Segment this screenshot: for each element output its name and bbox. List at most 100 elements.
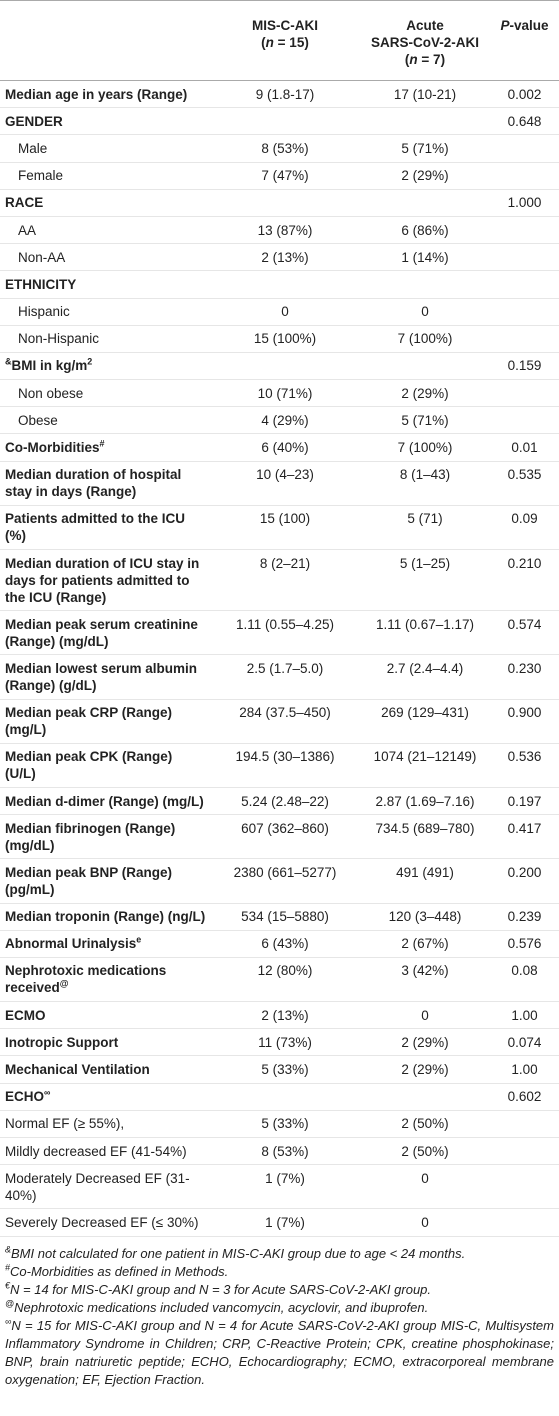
value-cell <box>490 406 559 435</box>
value-cell: 0.09 <box>490 505 559 551</box>
value-cell <box>210 270 360 299</box>
cell-value: 5 (1–25) <box>399 555 451 571</box>
row-label: Non obese <box>0 379 210 408</box>
row-label: Non-Hispanic <box>0 325 210 353</box>
value-cell: 0 <box>360 1164 490 1210</box>
row-label: Co-Morbidities# <box>0 433 210 462</box>
table-row: Patients admitted to the ICU (%) 15 (100)… <box>0 505 559 551</box>
label-text: Moderately Decreased EF (31-40%) <box>5 1170 190 1203</box>
value-cell: 1.00 <box>490 1001 559 1030</box>
value-cell: 1.00 <box>490 1055 559 1084</box>
table-row: Obese 4 (29%) 5 (71%) <box>0 406 559 435</box>
table-row: Median peak CPK (Range) (U/L) 194.5 (30–1… <box>0 743 559 788</box>
data-table: MIS-C-AKI (n = 15) Acute SARS-CoV-2-AKI (n =… <box>0 0 559 1237</box>
row-label: Mechanical Ventilation <box>0 1055 210 1084</box>
value-cell <box>210 107 360 136</box>
value-cell: 0.417 <box>490 814 559 860</box>
value-cell: 0.002 <box>490 80 559 109</box>
cell-value: 1.11 (0.55–4.25) <box>235 616 335 632</box>
table-row: ECMO 2 (13%) 0 1.00 <box>0 1001 559 1030</box>
cell-value: 4 (29%) <box>261 412 309 428</box>
footnote: #Co-Morbidities as defined in Methods. <box>5 1263 554 1281</box>
table-row: Median fibrinogen (Range) (mg/dL) 607 (36… <box>0 814 559 860</box>
table-row: &BMI in kg/m2 0.159 <box>0 352 559 381</box>
table-row: AA 13 (87%) 6 (86%) <box>0 216 559 245</box>
cell-value: 0.074 <box>507 1034 542 1050</box>
table-row: Severely Decreased EF (≤ 30%) 1 (7%) 0 <box>0 1208 559 1237</box>
value-cell: 8 (53%) <box>210 134 360 163</box>
row-label: Mildly decreased EF (41-54%) <box>0 1137 210 1166</box>
row-label: Nephrotoxic medications received@ <box>0 957 210 1003</box>
row-label: Median lowest serum albumin (Range) (g/d… <box>0 654 210 700</box>
cell-value: 0.200 <box>507 864 542 880</box>
table-row: Male 8 (53%) 5 (71%) <box>0 134 559 163</box>
row-label: RACE <box>0 189 210 217</box>
table-row: Inotropic Support 11 (73%) 2 (29%) 0.074 <box>0 1028 559 1057</box>
cell-value: 0 <box>421 304 429 320</box>
cell-value: 2.5 (1.7–5.0) <box>246 660 324 676</box>
cell-value: 269 (129–431) <box>381 705 469 721</box>
row-label: Median duration of hospital stay in days… <box>0 461 210 506</box>
value-cell: 6 (43%) <box>210 930 360 958</box>
header-text: SARS-CoV-2-AKI <box>370 35 479 50</box>
value-cell <box>490 1208 559 1237</box>
table-row: Median peak CRP (Range) (mg/L) 284 (37.5–… <box>0 699 559 744</box>
value-cell <box>490 216 559 245</box>
row-label: GENDER <box>0 107 210 136</box>
label-text: Inotropic Support <box>5 1034 119 1050</box>
value-cell: 2 (67%) <box>360 930 490 958</box>
value-cell: 5 (33%) <box>210 1110 360 1139</box>
row-label: ETHNICITY <box>0 270 210 299</box>
cell-value: 0.576 <box>507 936 542 952</box>
value-cell: 0.900 <box>490 699 559 744</box>
row-label: Severely Decreased EF (≤ 30%) <box>0 1208 210 1237</box>
cell-value: 0.01 <box>511 440 538 456</box>
value-cell: 0 <box>360 298 490 326</box>
value-cell: 2 (13%) <box>210 1001 360 1030</box>
cell-value: 8 (53%) <box>261 1143 309 1159</box>
header-text: = 15) <box>273 35 309 50</box>
label-text: Median peak CRP (Range) (mg/L) <box>5 705 173 738</box>
row-label: ECMO <box>0 1001 210 1030</box>
cell-value: 491 (491) <box>396 864 454 880</box>
cell-value: 0.197 <box>507 793 542 809</box>
label-text: RACE <box>5 195 44 211</box>
value-cell: 6 (86%) <box>360 216 490 245</box>
table-row: Moderately Decreased EF (31-40%) 1 (7%) 0 <box>0 1164 559 1210</box>
value-cell: 2 (29%) <box>360 162 490 190</box>
label-text: Median lowest serum albumin (Range) (g/d… <box>5 660 198 693</box>
value-cell: 0 <box>360 1208 490 1237</box>
label-text: Male <box>18 140 48 156</box>
cell-value: 2 (13%) <box>261 249 309 265</box>
value-cell: 12 (80%) <box>210 957 360 1003</box>
cell-value: 0 <box>421 1170 429 1186</box>
cell-value: 15 (100) <box>259 511 311 527</box>
value-cell: 10 (4–23) <box>210 461 360 506</box>
cell-value: 0.09 <box>511 511 538 527</box>
value-cell: 1.11 (0.55–4.25) <box>210 610 360 656</box>
header-text: ( <box>404 52 410 67</box>
value-cell: 2380 (661–5277) <box>210 858 360 904</box>
value-cell <box>360 107 490 136</box>
label-text: Median duration of hospital stay in days… <box>5 467 182 500</box>
value-cell: 13 (87%) <box>210 216 360 245</box>
value-cell: 0 <box>360 1001 490 1030</box>
label-text: Severely Decreased EF (≤ 30%) <box>5 1214 199 1230</box>
value-cell: 0.210 <box>490 549 559 612</box>
cell-value: 5.24 (2.48–22) <box>241 793 329 809</box>
footnote: €N = 14 for MIS-C-AKI group and N = 3 fo… <box>5 1281 554 1299</box>
footnotes: &BMI not calculated for one patient in M… <box>0 1237 559 1389</box>
value-cell: 284 (37.5–450) <box>210 699 360 744</box>
value-cell <box>490 134 559 163</box>
cell-value: 9 (1.8-17) <box>255 86 315 102</box>
table-row: Co-Morbidities# 6 (40%) 7 (100%) 0.01 <box>0 433 559 462</box>
label-text: Mechanical Ventilation <box>5 1062 150 1078</box>
value-cell: 5.24 (2.48–22) <box>210 787 360 816</box>
value-cell: 2 (29%) <box>360 379 490 408</box>
row-label: Non-AA <box>0 243 210 272</box>
row-label: Median age in years (Range) <box>0 80 210 109</box>
value-cell: 0.239 <box>490 903 559 931</box>
cell-value: 3 (42%) <box>401 963 449 979</box>
cell-value: 0.602 <box>507 1089 542 1105</box>
